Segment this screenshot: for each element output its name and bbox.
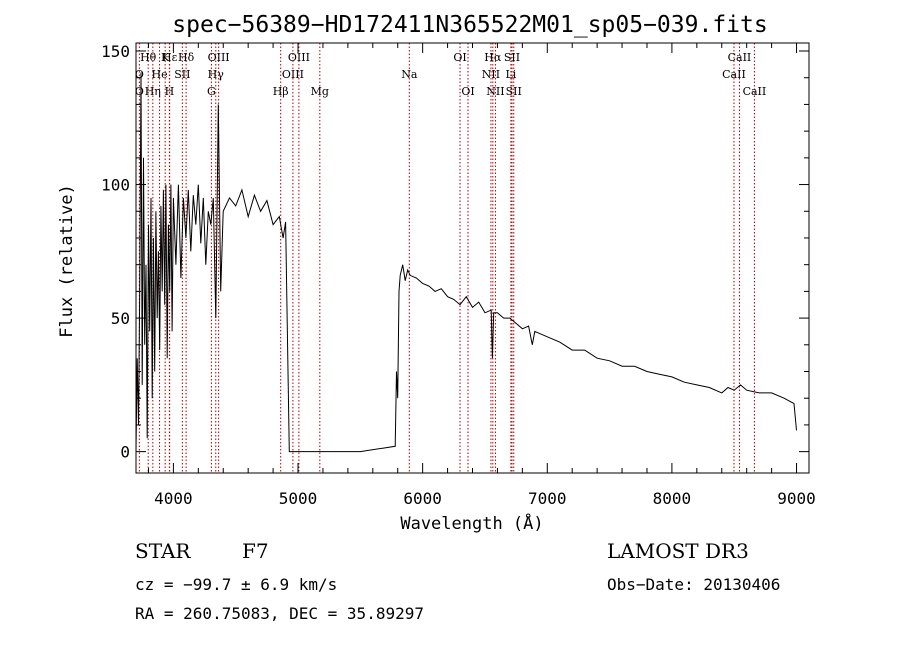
spectral-line-label: CaII bbox=[728, 51, 752, 64]
x-axis-label: Wavelength (Å) bbox=[400, 512, 543, 534]
x-axis-ticks: 4000 5000 6000 7000 8000 9000 bbox=[147, 43, 816, 508]
spectral-line-label: SII bbox=[506, 85, 522, 98]
y-tick-label: 100 bbox=[101, 176, 130, 195]
spectral-line-label: O bbox=[135, 85, 144, 98]
spectral-line-labels: Hθ OO Hη He HεK H SII Hδ OIII Hγ G Hβ OIII OIII Mg Na OI… bbox=[135, 51, 766, 98]
spectral-line-label: Hγ bbox=[208, 68, 225, 81]
y-axis-label: Flux (relative) bbox=[57, 184, 77, 338]
ra-dec: RA = 260.75083, DEC = 35.89297 bbox=[135, 604, 424, 623]
y-tick-label: 0 bbox=[120, 443, 130, 462]
spectral-line-label: OI bbox=[453, 51, 466, 64]
spectral-line-label: Hθ bbox=[140, 51, 157, 64]
plot-frame bbox=[135, 42, 810, 474]
spectral-line-label: NII bbox=[482, 68, 500, 81]
x-tick-label: 8000 bbox=[653, 489, 692, 508]
spectral-line-markers bbox=[138, 43, 755, 473]
x-tick-label: 4000 bbox=[154, 489, 193, 508]
spectral-line-label: Hε bbox=[162, 51, 178, 64]
spectral-line-label: Hδ bbox=[178, 51, 195, 64]
x-tick-label: 7000 bbox=[528, 489, 567, 508]
spectral-line-label: OIII bbox=[208, 51, 230, 64]
y-tick-label: 50 bbox=[111, 309, 130, 328]
survey-name: LAMOST DR3 bbox=[607, 539, 749, 563]
spectral-line-label: CaII bbox=[722, 68, 746, 81]
spectral-line-label: K bbox=[161, 51, 170, 64]
spectral-line-label: CaII bbox=[743, 85, 767, 98]
spectral-line-label: He bbox=[152, 68, 168, 81]
spectral-line-label: Na bbox=[401, 68, 418, 81]
x-tick-label: 6000 bbox=[403, 489, 442, 508]
spectral-line-label: Mg bbox=[311, 85, 329, 98]
spectral-line-label: Hα bbox=[484, 51, 502, 64]
spectral-line-label: Hβ bbox=[273, 85, 289, 98]
spectral-line-label: O bbox=[135, 68, 144, 81]
spectral-line-label: OIII bbox=[282, 68, 304, 81]
spectral-line-label: OI bbox=[461, 85, 474, 98]
spectral-line-label: SII bbox=[174, 68, 190, 81]
y-tick-label: 150 bbox=[101, 42, 130, 61]
spectral-line-label: NII bbox=[486, 85, 504, 98]
spectral-line-label: OIII bbox=[288, 51, 310, 64]
flux-series-line bbox=[135, 72, 797, 453]
y-axis-ticks: 0 50 100 150 bbox=[101, 42, 809, 462]
object-class: STAR bbox=[135, 539, 191, 563]
spectral-line-label: Hη bbox=[145, 85, 161, 98]
object-subclass: F7 bbox=[242, 539, 269, 563]
chart-title: spec−56389−HD172411N365522M01_sp05−039.f… bbox=[172, 12, 767, 38]
observation-date: Obs−Date: 20130406 bbox=[607, 575, 781, 594]
spectral-line-label: H bbox=[165, 85, 175, 98]
spectral-line-label: SII bbox=[504, 51, 520, 64]
x-tick-label: 9000 bbox=[777, 489, 816, 508]
spectral-line-label: Li bbox=[505, 68, 516, 81]
spectral-line-label: G bbox=[207, 85, 216, 98]
x-tick-label: 5000 bbox=[279, 489, 318, 508]
redshift-cz: cz = −99.7 ± 6.9 km/s bbox=[135, 575, 338, 594]
